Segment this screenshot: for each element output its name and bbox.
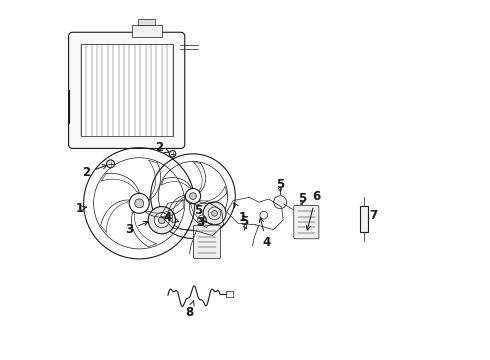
Text: 2: 2 [82, 165, 107, 179]
Circle shape [170, 150, 176, 157]
Bar [132, 25, 162, 37]
Text: 5: 5 [298, 192, 307, 205]
Bar [360, 206, 368, 232]
Circle shape [154, 213, 170, 228]
Circle shape [190, 193, 196, 199]
FancyBboxPatch shape [194, 225, 220, 258]
Text: 5: 5 [240, 215, 248, 228]
Text: 7: 7 [369, 209, 378, 222]
Circle shape [260, 211, 268, 219]
Text: 4: 4 [164, 211, 179, 224]
Circle shape [212, 211, 218, 216]
Circle shape [158, 217, 165, 224]
Text: 4: 4 [259, 218, 270, 249]
Text: 2: 2 [155, 141, 169, 154]
FancyBboxPatch shape [69, 32, 185, 148]
Text: 6: 6 [306, 190, 320, 230]
Text: 3: 3 [125, 221, 148, 236]
Circle shape [107, 160, 115, 168]
Circle shape [135, 199, 144, 208]
Circle shape [129, 193, 149, 213]
Bar [81, 44, 172, 136]
Circle shape [197, 215, 206, 224]
Circle shape [203, 202, 226, 225]
Circle shape [185, 189, 200, 204]
Text: 5: 5 [194, 204, 206, 222]
Circle shape [148, 207, 175, 234]
Bar [226, 291, 233, 297]
Circle shape [208, 207, 221, 220]
Text: 1: 1 [234, 203, 247, 224]
Text: 1: 1 [75, 202, 86, 215]
Circle shape [274, 196, 287, 209]
Bar [138, 19, 155, 25]
Text: 5: 5 [276, 178, 284, 191]
Text: 3: 3 [196, 216, 204, 229]
Text: 8: 8 [185, 301, 194, 319]
FancyBboxPatch shape [294, 206, 319, 239]
